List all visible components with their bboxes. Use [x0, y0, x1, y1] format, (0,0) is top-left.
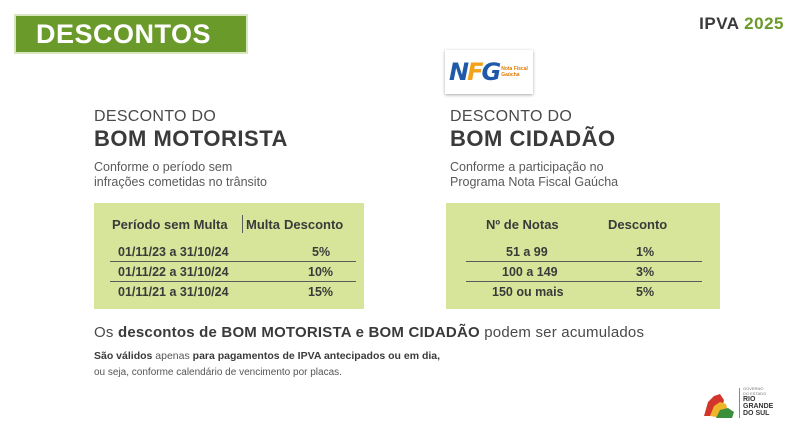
note-pre: Os [94, 324, 114, 341]
bom-motorista-desc-line2: infrações cometidas no trânsito [94, 175, 268, 189]
table-row-discount: 5% [312, 245, 331, 259]
bom-cidadao-table: Nº de Notas Desconto 51 a 99 1% 100 a 14… [446, 203, 720, 309]
table-row-period: 01/11/21 a 31/10/24 [118, 285, 229, 299]
bom-motorista-table: Período sem Multa Multa Desconto 01/11/2… [94, 203, 364, 309]
validity-note: São válidos apenas para pagamentos de IP… [94, 350, 441, 362]
nfg-caption: Nota Fiscal Gaúcha [501, 66, 528, 78]
year-value: 2025 [744, 14, 784, 33]
fine-light: apenas [155, 350, 190, 362]
nfg-mark-f: F [467, 58, 483, 86]
bom-motorista-pre: DESCONTO DO [94, 108, 217, 125]
nfg-mark: NFG [449, 58, 502, 86]
calendar-note: ou seja, conforme calendário de vencimen… [94, 367, 342, 378]
table-row-period: 01/11/22 a 31/10/24 [118, 265, 229, 279]
rs-map-icon [704, 388, 740, 418]
col-header-desconto: Desconto [284, 217, 344, 232]
accumulation-note: Os descontos de BOM MOTORISTA e BOM CIDA… [94, 324, 644, 341]
gov-dosul: DO SUL [743, 410, 770, 417]
bom-cidadao-section: DESCONTO DO BOM CIDADÃO Conforme a parti… [450, 108, 618, 190]
col-header-periodo: Período sem Multa [112, 217, 228, 232]
nota-fiscal-gaucha-logo: NFG Nota Fiscal Gaúcha [445, 50, 533, 94]
note-post: podem ser acumulados [484, 324, 645, 341]
gov-rio: RIO [743, 396, 756, 403]
col-header-notas: Nº de Notas [486, 217, 559, 232]
gov-line1: GOVERNO [743, 386, 764, 391]
nfg-mark-g: G [481, 58, 502, 86]
row-divider [110, 281, 356, 282]
table-row-period: 01/11/23 a 31/10/24 [118, 245, 229, 259]
bom-cidadao-desc-line1: Conforme a participação no [450, 160, 604, 174]
gov-caption: GOVERNO DO ESTADO [743, 386, 766, 396]
bom-cidadao-title: BOM CIDADÃO [450, 126, 616, 151]
nfg-caption-line1: Nota Fiscal [501, 66, 528, 72]
bom-motorista-desc: Conforme o período sem infrações cometid… [94, 160, 288, 190]
table-row-notes: 100 a 149 [502, 265, 558, 279]
note-bold: descontos de BOM MOTORISTA e BOM CIDADÃO [117, 324, 480, 341]
banner-title: DESCONTOS [36, 18, 212, 49]
row-divider [110, 261, 356, 262]
bom-cidadao-pre: DESCONTO DO [450, 108, 573, 125]
row-divider [466, 261, 702, 262]
col-header-desconto: Desconto [608, 217, 668, 232]
table-row-discount: 5% [636, 285, 655, 299]
bom-cidadao-desc-line2: Programa Nota Fiscal Gaúcha [450, 175, 619, 189]
nfg-mark-n: N [449, 58, 469, 86]
fine-bold2: para pagamentos de IPVA antecipados ou e… [192, 350, 438, 362]
table-row-discount: 1% [636, 245, 655, 259]
table-row-notes: 51 a 99 [506, 245, 548, 259]
bom-motorista-desc-line1: Conforme o período sem [94, 160, 233, 174]
fine-bold1: São válidos [94, 350, 153, 362]
gov-grande: GRANDE [743, 403, 774, 410]
year-prefix: IPVA [699, 14, 739, 33]
descontos-banner: DESCONTOS [14, 14, 248, 54]
table-row-notes: 150 ou mais [492, 285, 564, 299]
bom-motorista-title: BOM MOTORISTA [94, 126, 288, 151]
row-divider [466, 281, 702, 282]
table-row-discount: 15% [308, 285, 334, 299]
ipva-year-label: IPVA 2025 [699, 14, 784, 34]
table-row-discount: 10% [308, 265, 334, 279]
table-row-discount: 3% [636, 265, 655, 279]
header-divider [242, 215, 243, 233]
nfg-caption-line2: Gaúcha [501, 72, 520, 78]
bom-cidadao-desc: Conforme a participação no Programa Nota… [450, 160, 618, 190]
bom-motorista-section: DESCONTO DO BOM MOTORISTA Conforme o per… [94, 108, 288, 190]
governo-rs-logo: GOVERNO DO ESTADO RIO GRANDE DO SUL [702, 386, 788, 420]
gov-name: RIO GRANDE DO SUL [743, 396, 773, 417]
gov-line2: DO ESTADO [743, 391, 767, 396]
col-header-multa: Multa [246, 217, 280, 232]
